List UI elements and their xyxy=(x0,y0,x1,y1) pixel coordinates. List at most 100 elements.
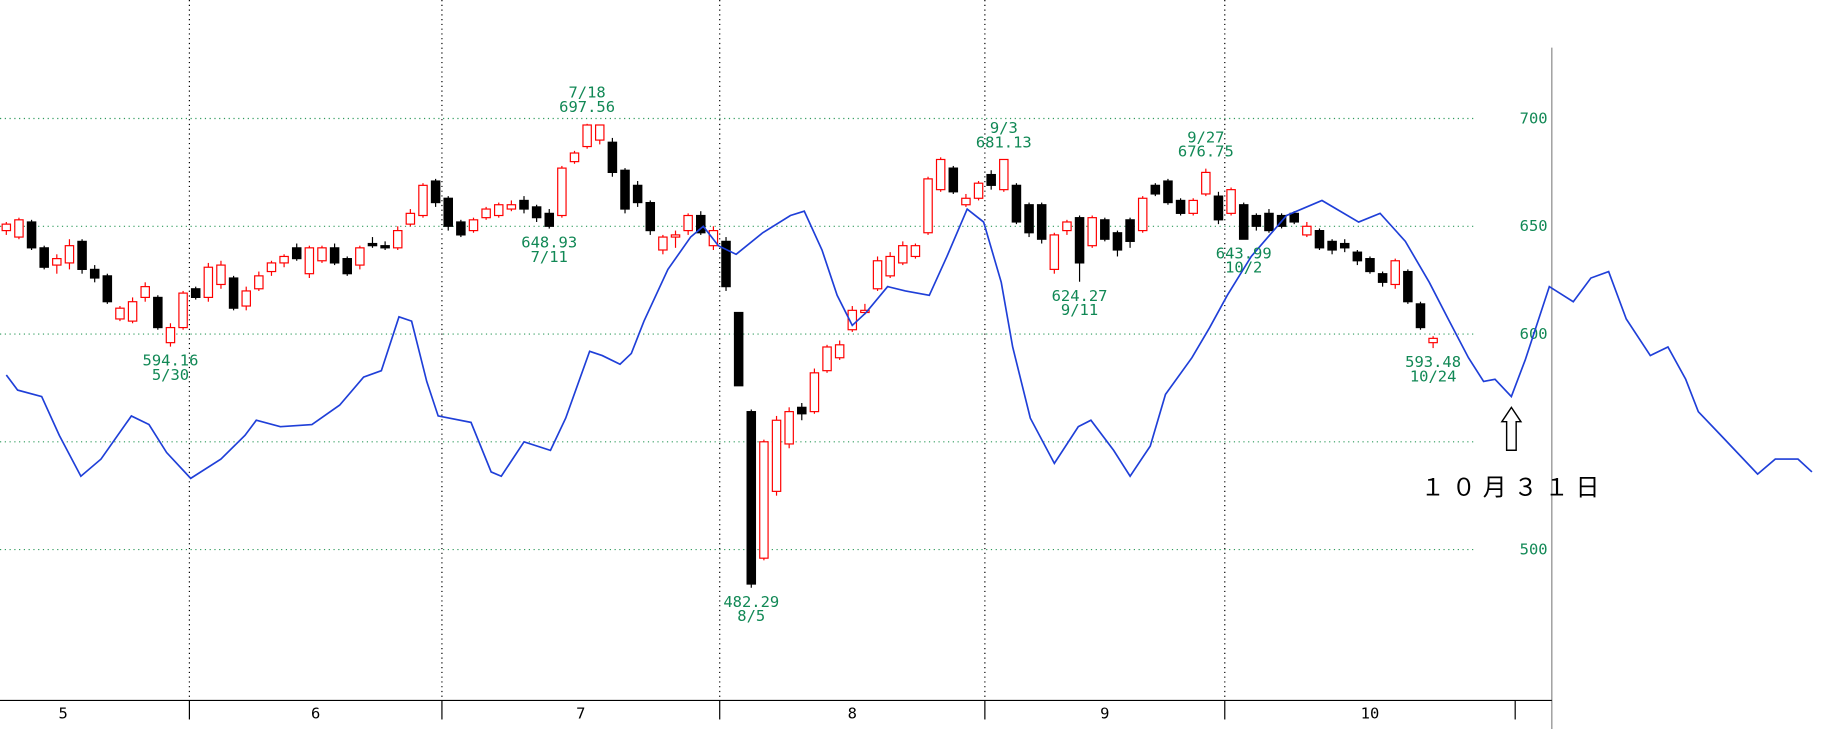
overlay-line xyxy=(5,199,1813,480)
candle-body xyxy=(89,268,100,279)
candle-body xyxy=(1377,273,1388,283)
candle-body xyxy=(329,247,340,264)
annotation-date: 9/27 xyxy=(1187,128,1224,146)
candle-body xyxy=(594,124,605,141)
annotation-date: 5/30 xyxy=(152,366,189,384)
annotation-date: 9/11 xyxy=(1061,301,1098,319)
annotation-date: 10/24 xyxy=(1410,367,1457,385)
candle-body xyxy=(923,178,933,234)
event-label: １０月３１日 xyxy=(1421,474,1607,502)
candle-body xyxy=(203,266,214,299)
candle-body xyxy=(1036,204,1047,240)
annotation-price: 624.27 xyxy=(1052,287,1108,305)
candle-body xyxy=(506,204,517,210)
candle-body xyxy=(1,223,12,232)
candle-body xyxy=(367,242,378,247)
candle-body xyxy=(115,307,125,320)
candle-body xyxy=(1327,240,1337,251)
x-tick-label: 8 xyxy=(848,704,857,722)
candle-body xyxy=(140,286,150,299)
candle-body xyxy=(1188,199,1198,214)
candle-body xyxy=(1302,225,1312,236)
y-tick-label: 650 xyxy=(1520,217,1548,235)
candle-body xyxy=(1213,195,1224,221)
candle-body xyxy=(771,419,782,492)
annotation-price: 482.29 xyxy=(723,593,779,611)
annotation-price: 697.56 xyxy=(559,98,615,116)
candle-body xyxy=(632,184,643,204)
candle-body xyxy=(885,255,895,277)
candle-body xyxy=(254,275,264,290)
annotation-price: 676.75 xyxy=(1178,143,1234,161)
candle-body xyxy=(1365,258,1375,273)
candle-body xyxy=(14,219,24,238)
annotation-price: 681.13 xyxy=(976,133,1032,151)
candle-body xyxy=(607,141,618,174)
candle-body xyxy=(127,301,138,322)
candle-body xyxy=(1264,212,1274,232)
candle-body xyxy=(1100,219,1110,240)
candle-body xyxy=(481,208,491,219)
candle-body xyxy=(696,214,706,234)
candle-body xyxy=(1415,303,1426,329)
x-tick-label: 9 xyxy=(1100,704,1109,722)
candle-body xyxy=(620,169,630,210)
candle-body xyxy=(822,346,832,372)
candle-body xyxy=(784,411,794,445)
annotation-date: 8/5 xyxy=(737,607,765,625)
candle-body xyxy=(1137,197,1148,232)
candle-body xyxy=(405,212,416,225)
candle-body xyxy=(557,167,567,217)
event-arrow xyxy=(1500,406,1523,451)
candle-body xyxy=(342,258,352,275)
candle-body xyxy=(1175,199,1186,214)
candle-body xyxy=(39,247,49,268)
candle-body xyxy=(1011,184,1022,223)
candle-body xyxy=(721,240,731,288)
x-tick-label: 5 xyxy=(58,704,67,722)
candle-body xyxy=(531,206,542,219)
candle-body xyxy=(582,124,592,148)
y-tick-label: 500 xyxy=(1520,540,1548,558)
candle-body xyxy=(683,214,693,232)
annotation-date: 10/2 xyxy=(1225,259,1262,277)
candle-body xyxy=(1049,234,1060,270)
candle-body xyxy=(1352,251,1363,262)
annotation-date: 9/3 xyxy=(990,119,1018,137)
candle-body xyxy=(898,245,908,264)
candle-body xyxy=(1251,214,1262,227)
candle-body xyxy=(26,221,37,249)
candle-body xyxy=(910,245,921,258)
candle-body xyxy=(1390,260,1400,286)
candle-body xyxy=(834,344,845,359)
candle-body xyxy=(872,260,883,290)
candle-body xyxy=(658,236,668,251)
candle-body xyxy=(645,201,656,232)
candle-body xyxy=(973,182,984,199)
candle-body xyxy=(733,311,744,387)
candle-body xyxy=(392,230,403,249)
candle-body xyxy=(1150,184,1161,195)
x-tick-label: 10 xyxy=(1361,704,1380,722)
candle-body xyxy=(999,158,1009,191)
candle-body xyxy=(759,441,769,559)
candle-body xyxy=(430,180,441,204)
annotation-price: 648.93 xyxy=(521,234,577,252)
candle-body xyxy=(519,199,529,210)
candle-body xyxy=(153,296,163,329)
candle-body xyxy=(544,212,555,227)
annotation-price: 643.99 xyxy=(1216,244,1272,262)
candle-body xyxy=(961,197,971,206)
candle-body xyxy=(1428,337,1438,344)
candle-body xyxy=(190,288,201,299)
candle-body xyxy=(456,221,466,236)
x-tick-label: 6 xyxy=(311,704,320,722)
candle-body xyxy=(986,173,996,186)
candle-body xyxy=(1339,242,1350,249)
candle-body xyxy=(380,245,390,249)
candle-body xyxy=(1087,217,1097,247)
candle-body xyxy=(1074,217,1085,264)
candle-body xyxy=(1062,221,1072,232)
